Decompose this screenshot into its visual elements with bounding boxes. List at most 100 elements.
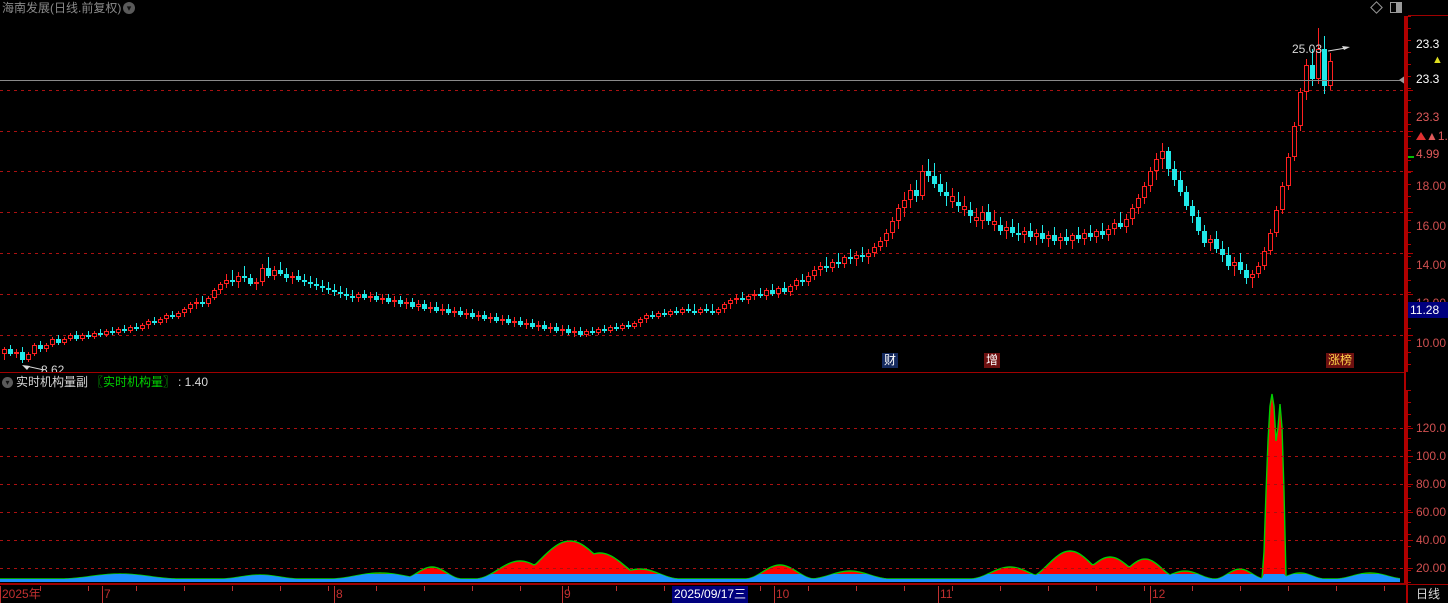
- price-y-axis[interactable]: 23.3 ▲ 23.3 23.3 ▲1.1 4.99 18.00 16.00 1…: [1406, 16, 1448, 372]
- candle-body: [386, 298, 391, 303]
- candle-body: [1268, 232, 1273, 252]
- candle-body: [632, 322, 637, 327]
- candle-body: [686, 308, 691, 311]
- event-marker-financial-report[interactable]: 财: [882, 353, 899, 368]
- date-minor-tick: [616, 586, 617, 591]
- candle-body: [1052, 234, 1057, 242]
- candle-body: [434, 306, 439, 311]
- period-label[interactable]: 日线: [1406, 584, 1448, 603]
- axis-minor-tick: [1408, 28, 1411, 29]
- candle-body: [758, 294, 763, 297]
- date-minor-tick: [184, 586, 185, 591]
- candle-wick: [136, 322, 137, 332]
- candle-wick: [862, 247, 863, 262]
- candle-wick: [1024, 226, 1025, 244]
- ind-axis-label-20: 20.00: [1416, 561, 1447, 575]
- candle-body: [908, 189, 913, 201]
- candle-wick: [154, 316, 155, 325]
- date-minor-tick: [664, 586, 665, 591]
- indicator-y-axis[interactable]: 120.0 100.0 80.00 60.00 40.00 20.00: [1406, 390, 1448, 584]
- event-marker-gainers-list[interactable]: 涨榜: [1326, 353, 1355, 368]
- candle-body: [932, 175, 937, 184]
- candle-body: [410, 302, 415, 307]
- candle-wick: [1072, 232, 1073, 250]
- candle-body: [116, 329, 121, 334]
- candle-body: [572, 331, 577, 334]
- panel-split-icon[interactable]: [1390, 2, 1402, 13]
- event-marker-share-increase[interactable]: 增: [984, 353, 1001, 368]
- candle-body: [56, 339, 61, 344]
- indicator-chart-pane[interactable]: [0, 390, 1406, 584]
- candle-body: [524, 322, 529, 325]
- candle-body: [122, 329, 127, 332]
- candle-body: [710, 310, 715, 313]
- candle-wick: [316, 277, 317, 291]
- candle-body: [584, 331, 589, 336]
- candle-body: [1232, 261, 1237, 266]
- candle-body: [1238, 261, 1243, 270]
- candle-body: [704, 308, 709, 311]
- candle-body: [656, 312, 661, 317]
- candle-body: [1256, 265, 1261, 274]
- candle-wick: [826, 257, 827, 272]
- candle-body: [1022, 230, 1027, 235]
- candle-body: [674, 310, 679, 313]
- indicator-axis-minor-tick: [1408, 558, 1411, 559]
- candle-body: [1226, 255, 1231, 266]
- candle-body: [950, 196, 955, 203]
- crosshair-horizontal-line: [0, 80, 1406, 81]
- indicator-name[interactable]: 实时机构量副: [16, 375, 89, 389]
- candle-body: [740, 298, 745, 301]
- candle-body: [152, 320, 157, 323]
- candle-body: [488, 316, 493, 319]
- candle-body: [614, 326, 619, 330]
- axis-minor-tick: [1408, 172, 1411, 173]
- price-chart-pane[interactable]: 25.03 8.62 财 增 涨榜: [0, 16, 1406, 372]
- candle-body: [332, 290, 337, 293]
- candle-wick: [346, 288, 347, 301]
- candle-body: [1184, 191, 1189, 207]
- indicator-area-fill: [0, 394, 1400, 582]
- indicator-axis-minor-tick: [1408, 474, 1411, 475]
- candle-body: [470, 312, 475, 317]
- axis-label-16: 16.00: [1416, 219, 1447, 233]
- diamond-icon[interactable]: [1370, 1, 1383, 14]
- candle-body: [1274, 210, 1279, 233]
- candle-body: [8, 349, 13, 354]
- date-x-axis[interactable]: 2025年 7 8 9 10 11 12 2025/09/17三: [0, 584, 1406, 603]
- candle-body: [830, 261, 835, 268]
- chevron-down-icon[interactable]: ▾: [123, 2, 135, 14]
- indicator-axis-tick: [1408, 484, 1413, 485]
- page-title: 海南发展(日线.前复权): [2, 1, 122, 15]
- candle-wick: [88, 331, 89, 340]
- candle-wick: [100, 329, 101, 338]
- axis-minor-tick: [1408, 256, 1411, 257]
- candle-body: [440, 308, 445, 311]
- date-tick-label: 10: [776, 587, 790, 601]
- candle-body: [1148, 171, 1153, 186]
- indicator-formula[interactable]: 〖实时机构量〗: [91, 375, 176, 389]
- chevron-down-icon[interactable]: ▾: [2, 377, 13, 388]
- indicator-axis-minor-tick: [1408, 582, 1411, 583]
- axis-label-change-pct: 4.99: [1416, 147, 1440, 161]
- candle-body: [926, 171, 931, 176]
- candle-body: [260, 267, 265, 282]
- candle-wick: [604, 324, 605, 334]
- candle-body: [254, 281, 259, 284]
- candle-body: [836, 261, 841, 264]
- last-price-badge: 11.28: [1408, 302, 1448, 318]
- candle-body: [104, 331, 109, 336]
- candle-body: [1124, 218, 1129, 227]
- candle-body: [464, 312, 469, 315]
- candle-body: [1046, 234, 1051, 239]
- axis-minor-tick: [1408, 280, 1411, 281]
- candle-body: [1034, 232, 1039, 237]
- axis-minor-tick: [1408, 232, 1411, 233]
- candle-body: [398, 300, 403, 305]
- candle-wick: [934, 163, 935, 188]
- axis-minor-tick: [1408, 76, 1411, 77]
- axis-label-quote-1: 23.3: [1416, 37, 1440, 51]
- candle-body: [1142, 185, 1147, 199]
- candle-wick: [172, 310, 173, 319]
- date-minor-tick: [1336, 586, 1337, 591]
